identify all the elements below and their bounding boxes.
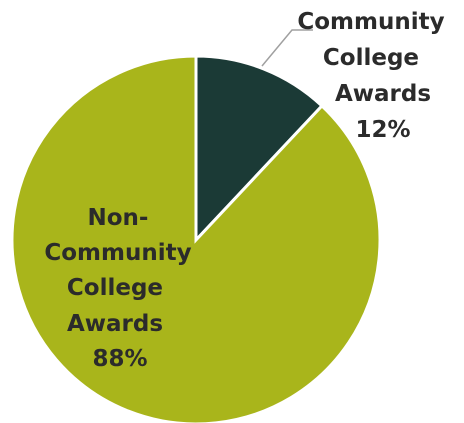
leader-line-community-college: [261, 29, 313, 67]
slice-label-line: Awards: [335, 81, 431, 107]
slice-label-non-community-college: Non- Community College Awards 88%: [44, 205, 199, 372]
slice-label-line: College: [67, 275, 163, 301]
slice-percent-label: 12%: [355, 117, 410, 143]
slice-label-line: Awards: [67, 311, 163, 337]
slice-label-line: Community: [297, 9, 444, 35]
slice-percent-label: 88%: [92, 346, 147, 372]
slice-label-line: College: [323, 45, 419, 71]
pie-slice-non-community-college: [10, 54, 382, 423]
slice-label-line: Community: [44, 240, 191, 266]
slice-label-community-college: Community College Awards 12%: [297, 9, 452, 143]
pie-slices: [10, 54, 382, 423]
pie-slice-community-college: [194, 54, 325, 244]
slice-label-line: Non-: [88, 205, 149, 231]
